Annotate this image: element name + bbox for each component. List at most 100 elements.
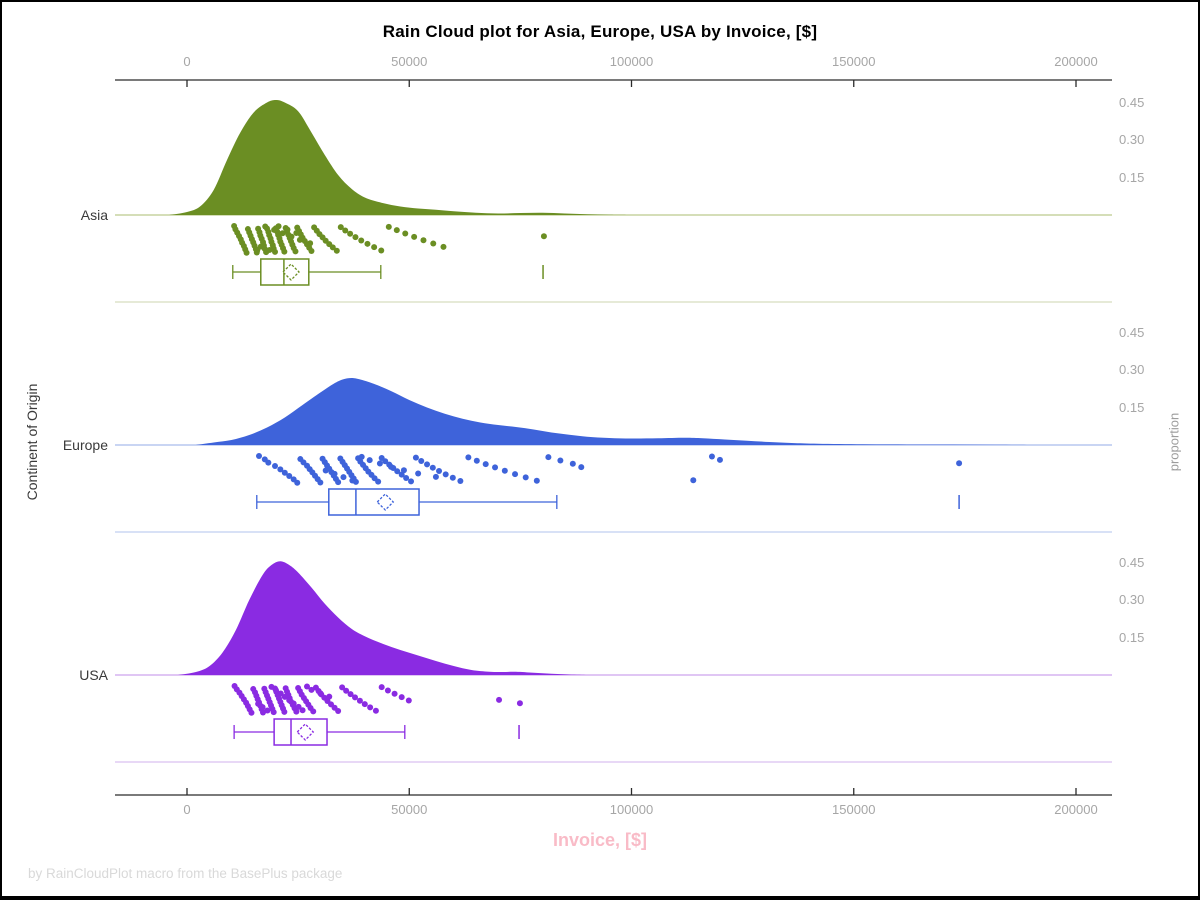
europe-rain-point [322,467,329,474]
usa-rain-point [255,700,262,707]
usa-rain-point [270,709,277,716]
usa-rain-point [299,707,306,714]
asia-rain-point [308,248,315,255]
europe-mean-diamond [376,493,395,511]
usa-rain-point [356,697,363,704]
europe-rain-point [424,461,431,468]
asia-rain-point [385,223,392,230]
usa-rain-point [286,697,293,704]
asia-rain-point [402,230,409,237]
asia-rain-point [272,248,279,255]
asia-rain-point [266,246,273,253]
usa-rain-point [281,708,288,715]
proportion-tick-label: 0.45 [1119,554,1145,570]
europe-rain-point [432,473,439,480]
asia-rain-point [342,227,349,234]
asia-rain-point [288,233,295,240]
europe-rain-point [690,477,697,484]
europe-density-cloud [195,378,1041,445]
asia-rain-point [411,233,418,240]
usa-mean-diamond [296,723,315,741]
europe-rain-point [398,471,405,478]
usa-rain-point [268,683,275,690]
europe-rain-point [418,458,425,465]
usa-rain-point [264,707,271,714]
usa-rain-point [272,687,279,694]
asia-rain-point [333,247,340,254]
europe-rain-point [388,463,395,470]
europe-rain-point [716,456,723,463]
europe-rain-point [403,474,410,481]
asia-rain-point [371,244,378,251]
asia-rain-point [420,237,427,244]
x-tick-label-bottom: 150000 [832,802,876,817]
usa-rain-point [295,703,302,710]
x-tick-label-top: 0 [183,54,191,69]
europe-rain-point [522,474,529,481]
europe-rain-point [294,479,301,486]
usa-rain-point [326,693,333,700]
europe-rain-point [533,477,540,484]
europe-rain-point [335,479,342,486]
usa-rain-point [516,700,523,707]
proportion-tick-label: 0.15 [1119,399,1145,415]
europe-rain-point [358,453,365,460]
europe-rain-point [956,460,963,467]
europe-rain-point [412,454,419,461]
europe-rain-point [400,467,407,474]
usa-rain-point [248,709,255,716]
asia-rain-point [284,226,291,233]
europe-rain-point [277,466,284,473]
asia-rain-point [275,223,282,230]
x-tick-label-top: 200000 [1054,54,1098,69]
europe-rain-point [317,479,324,486]
asia-rain-point [329,244,336,251]
asia-rain-point [271,226,278,233]
x-tick-label-top: 150000 [832,54,876,69]
asia-rain-point [262,223,269,230]
usa-density-cloud [178,561,588,675]
y-axis-label-continent: Continent of Origin [24,383,40,501]
usa-rain-point [310,708,317,715]
europe-rain-point [375,478,382,485]
chart-title: Rain Cloud plot for Asia, Europe, USA by… [382,22,818,41]
asia-rain-point [292,248,299,255]
europe-rain-point [382,458,389,465]
usa-rain-point [352,694,359,701]
usa-rain-point [398,694,405,701]
x-tick-label-bottom: 200000 [1054,802,1098,817]
europe-rain-point [557,457,564,464]
asia-rain-point [378,247,385,254]
usa-rain-point [343,687,350,694]
europe-rain-point [482,461,489,468]
panel-label-usa: USA [79,667,108,683]
europe-rain-point [457,478,464,485]
proportion-tick-label: 0.15 [1119,169,1145,185]
europe-rain-point [708,453,715,460]
asia-density-cloud [169,100,632,215]
asia-rain-point [243,249,250,256]
usa-rain-point [339,684,346,691]
proportion-tick-label: 0.30 [1119,362,1145,377]
europe-rain-point [265,459,272,466]
europe-rain-point [340,474,347,481]
proportion-tick-label: 0.45 [1119,94,1145,110]
usa-rain-point [259,704,266,711]
europe-rain-point [501,467,508,474]
europe-rain-point [429,464,436,471]
europe-rain-point [408,478,415,485]
europe-rain-point [281,469,288,476]
usa-rain-point [361,701,368,708]
asia-rain-point [281,248,288,255]
asia-rain-point [440,243,447,250]
asia-rain-point [257,243,264,250]
asia-rain-point [393,227,400,234]
asia-mean-diamond [282,263,300,281]
proportion-tick-label: 0.45 [1119,324,1145,340]
panel-label-europe: Europe [62,437,108,453]
x-tick-label-bottom: 0 [183,802,191,817]
europe-rain-point [272,463,279,470]
europe-rain-point [465,454,472,461]
asia-rain-point [364,240,371,247]
usa-rain-point [317,690,324,697]
